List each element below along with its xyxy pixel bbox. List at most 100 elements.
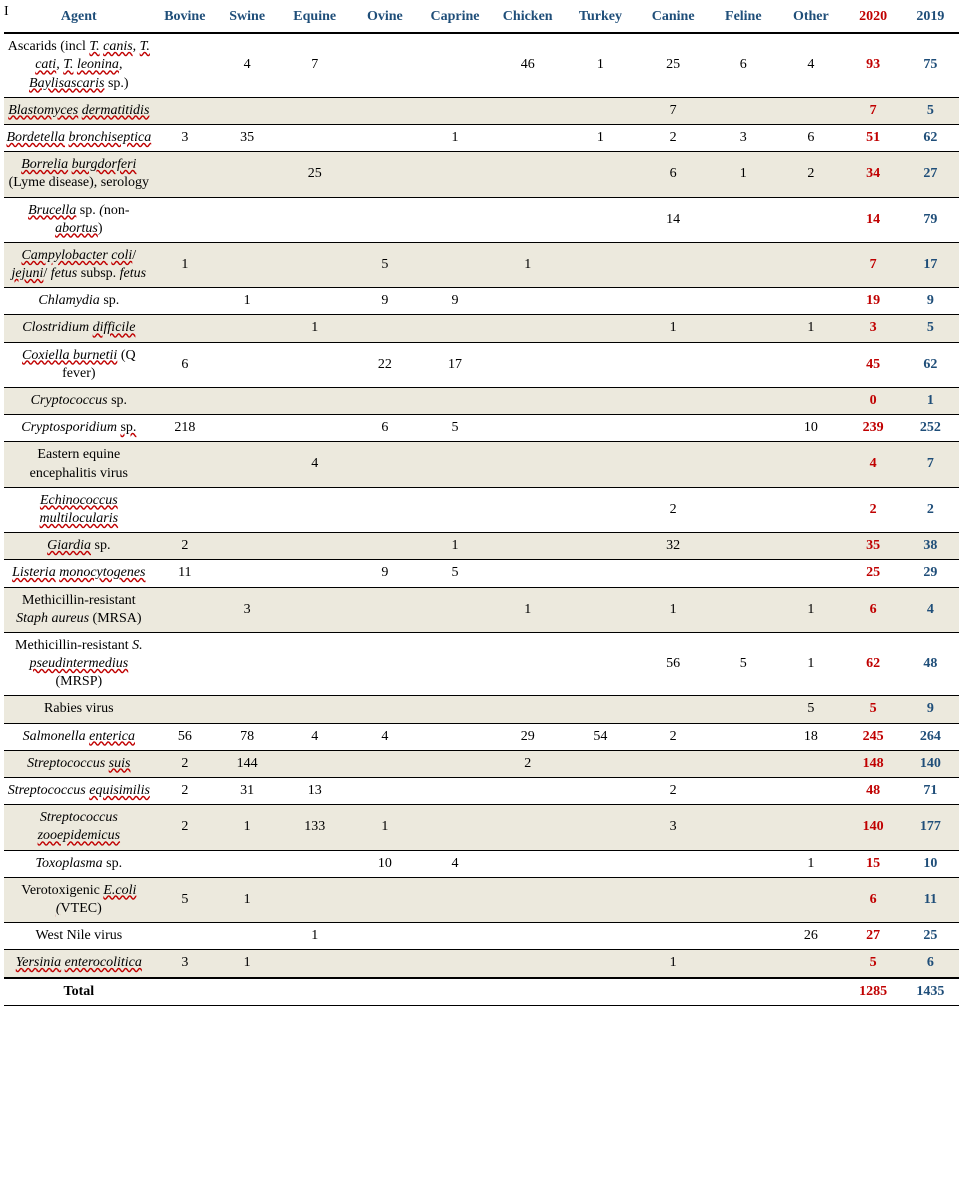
data-cell bbox=[154, 978, 216, 1006]
data-cell bbox=[419, 388, 492, 415]
data-cell: 56 bbox=[154, 723, 216, 750]
data-cell: 13 bbox=[278, 778, 351, 805]
data-cell: 1 bbox=[777, 587, 845, 632]
agent-cell: Brucella sp. (non-abortus) bbox=[4, 197, 154, 242]
data-cell: 34 bbox=[845, 152, 902, 197]
data-cell bbox=[419, 487, 492, 532]
table-row: West Nile virus1262725 bbox=[4, 923, 959, 950]
data-cell: 148 bbox=[845, 750, 902, 777]
data-cell bbox=[637, 442, 710, 487]
data-cell bbox=[351, 97, 419, 124]
data-cell bbox=[154, 442, 216, 487]
data-cell: 51 bbox=[845, 124, 902, 151]
data-cell bbox=[351, 632, 419, 696]
data-cell: 1 bbox=[710, 152, 778, 197]
data-cell bbox=[154, 197, 216, 242]
data-cell bbox=[491, 978, 564, 1006]
agent-cell: Methicillin-resistant S. pseudintermediu… bbox=[4, 632, 154, 696]
column-header: Turkey bbox=[564, 0, 637, 33]
data-cell bbox=[710, 342, 778, 387]
data-cell: 2 bbox=[154, 750, 216, 777]
data-cell: 3 bbox=[154, 950, 216, 978]
data-cell: 1 bbox=[637, 315, 710, 342]
data-cell: 5 bbox=[777, 696, 845, 723]
data-cell bbox=[351, 197, 419, 242]
data-cell bbox=[637, 850, 710, 877]
agent-cell: Rabies virus bbox=[4, 696, 154, 723]
agent-cell: Echinococcus multilocularis bbox=[4, 487, 154, 532]
data-cell bbox=[351, 487, 419, 532]
data-cell bbox=[777, 950, 845, 978]
data-cell bbox=[351, 33, 419, 97]
data-cell bbox=[154, 587, 216, 632]
agent-cell: Yersinia enterocolitica bbox=[4, 950, 154, 978]
data-cell: 32 bbox=[637, 533, 710, 560]
data-cell: 5 bbox=[419, 560, 492, 587]
data-cell: 140 bbox=[845, 805, 902, 850]
data-cell bbox=[710, 242, 778, 287]
data-cell bbox=[564, 696, 637, 723]
data-cell bbox=[637, 978, 710, 1006]
data-cell bbox=[491, 632, 564, 696]
table-row: Rabies virus559 bbox=[4, 696, 959, 723]
data-cell bbox=[351, 877, 419, 922]
table-row: Salmonella enterica5678442954218245264 bbox=[4, 723, 959, 750]
data-cell: 0 bbox=[845, 388, 902, 415]
agent-cell: Streptococcus zooepidemicus bbox=[4, 805, 154, 850]
data-cell bbox=[216, 342, 278, 387]
data-cell bbox=[154, 696, 216, 723]
data-cell bbox=[351, 152, 419, 197]
data-cell: 54 bbox=[564, 723, 637, 750]
data-cell: 1 bbox=[777, 315, 845, 342]
data-cell bbox=[419, 97, 492, 124]
data-cell: 25 bbox=[845, 560, 902, 587]
data-cell: 4 bbox=[777, 33, 845, 97]
data-cell bbox=[491, 442, 564, 487]
data-cell: 245 bbox=[845, 723, 902, 750]
data-cell bbox=[216, 533, 278, 560]
data-cell bbox=[278, 487, 351, 532]
data-cell bbox=[278, 560, 351, 587]
data-cell bbox=[216, 242, 278, 287]
data-cell: 1 bbox=[154, 242, 216, 287]
data-cell: 15 bbox=[845, 850, 902, 877]
data-cell: 6 bbox=[845, 877, 902, 922]
table-row: Listeria monocytogenes11952529 bbox=[4, 560, 959, 587]
data-cell: 4 bbox=[278, 723, 351, 750]
data-cell: 62 bbox=[902, 342, 959, 387]
data-cell: 14 bbox=[845, 197, 902, 242]
column-header: 2020 bbox=[845, 0, 902, 33]
data-cell: 3 bbox=[154, 124, 216, 151]
data-cell: 10 bbox=[351, 850, 419, 877]
data-cell: 22 bbox=[351, 342, 419, 387]
data-cell bbox=[491, 315, 564, 342]
data-cell: 62 bbox=[845, 632, 902, 696]
data-cell: 140 bbox=[902, 750, 959, 777]
data-cell: 35 bbox=[845, 533, 902, 560]
data-cell: 26 bbox=[777, 923, 845, 950]
data-cell bbox=[154, 315, 216, 342]
data-cell bbox=[351, 315, 419, 342]
data-cell bbox=[637, 877, 710, 922]
table-row: Toxoplasma sp.10411510 bbox=[4, 850, 959, 877]
data-cell bbox=[777, 978, 845, 1006]
data-cell bbox=[491, 415, 564, 442]
data-cell bbox=[419, 950, 492, 978]
agent-cell: Cryptosporidium sp. bbox=[4, 415, 154, 442]
data-cell bbox=[564, 487, 637, 532]
data-cell: 45 bbox=[845, 342, 902, 387]
data-cell bbox=[278, 587, 351, 632]
data-cell bbox=[278, 696, 351, 723]
column-header: Caprine bbox=[419, 0, 492, 33]
table-row: Streptococcus zooepidemicus2113313140177 bbox=[4, 805, 959, 850]
column-header: Canine bbox=[637, 0, 710, 33]
data-cell bbox=[351, 923, 419, 950]
data-cell bbox=[491, 487, 564, 532]
data-cell: 1 bbox=[637, 950, 710, 978]
data-cell: 1 bbox=[351, 805, 419, 850]
data-cell: 218 bbox=[154, 415, 216, 442]
data-cell: 2 bbox=[845, 487, 902, 532]
data-cell bbox=[278, 288, 351, 315]
data-cell bbox=[419, 632, 492, 696]
data-cell bbox=[351, 750, 419, 777]
